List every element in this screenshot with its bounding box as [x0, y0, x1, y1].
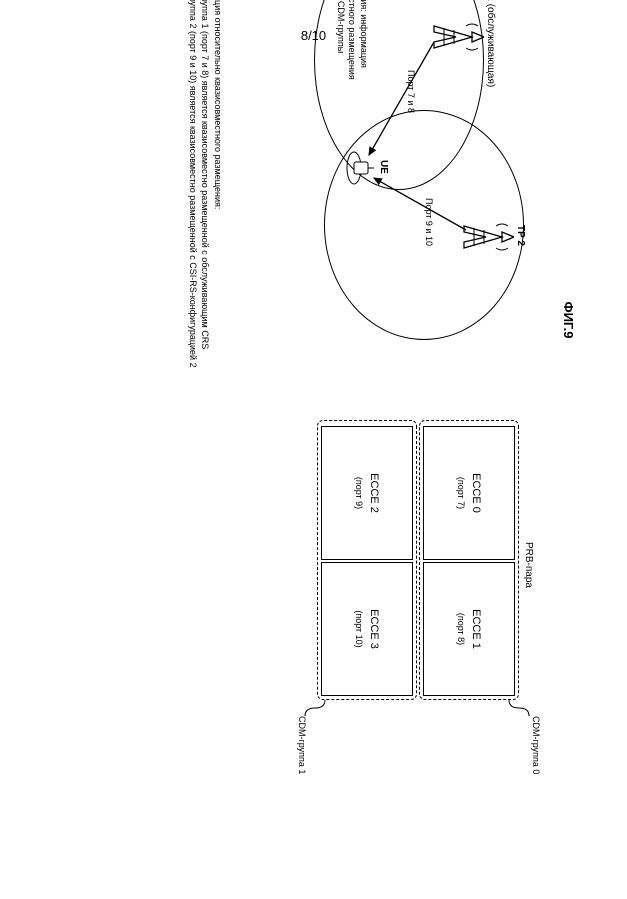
ecce-2: ECCE 2 (порт 9)	[321, 426, 413, 560]
ecce-1: ECCE 1 (порт 8)	[423, 562, 515, 696]
tower-tp1	[432, 20, 484, 54]
ecce-name: ECCE 0	[470, 473, 482, 513]
cells-diagram: TP 1 (обслуживающая) TP 2 Порт 7 и 8 По	[224, 0, 524, 330]
tp1-label: TP 1 (обслуживающая)	[485, 0, 496, 87]
info-line2: 2. CDM-группа 2 (порт 9 и 10) является к…	[186, 0, 199, 480]
ecce-name: ECCE 1	[470, 609, 482, 649]
ue-label: UE	[378, 160, 389, 174]
cdm1-label: CDM-группа 1	[297, 716, 307, 774]
tower-tp2	[462, 220, 514, 254]
figure-title: ФИГ.9	[561, 301, 576, 338]
prb-grid: ECCE 0 (порт 7) ECCE 1 (порт 8) ECCE 2 (…	[319, 420, 519, 700]
tp2-label: TP 2	[515, 225, 526, 246]
port78-label: Порт 7 и 8	[406, 70, 416, 113]
cdm0-label: CDM-группа 0	[531, 716, 541, 774]
port910-label: Порт 9 и 10	[424, 198, 434, 246]
prb-label: PRB-пара	[523, 420, 534, 710]
ecce-0: ECCE 0 (порт 7)	[423, 426, 515, 560]
ecce-name: ECCE 2	[368, 473, 380, 513]
info-line1: 1. CDM-группа 1 (порт 7 и 8) является кв…	[198, 0, 211, 480]
prb-pair: PRB-пара ECCE 0 (порт 7) ECCE 1 (порт 8)…	[319, 420, 534, 710]
ecce-port: (порт 8)	[456, 613, 466, 645]
ecce-name: ECCE 3	[368, 609, 380, 649]
ecce-port: (порт 7)	[456, 477, 466, 509]
ecce-port: (порт 10)	[354, 610, 364, 647]
info-header: Информация относительно квазисовместного…	[211, 0, 224, 480]
info-block: Информация относительно квазисовместного…	[186, 0, 224, 480]
ecce-3: ECCE 3 (порт 10)	[321, 562, 413, 696]
ecce-port: (порт 9)	[354, 477, 364, 509]
cdm0-curve	[505, 700, 535, 740]
signaling-text: Сигнализация: информация квазисовместног…	[333, 0, 368, 90]
ue-icon	[346, 150, 374, 186]
figure: ФИГ.9 TP 1 (обслуживающая)	[74, 0, 554, 710]
